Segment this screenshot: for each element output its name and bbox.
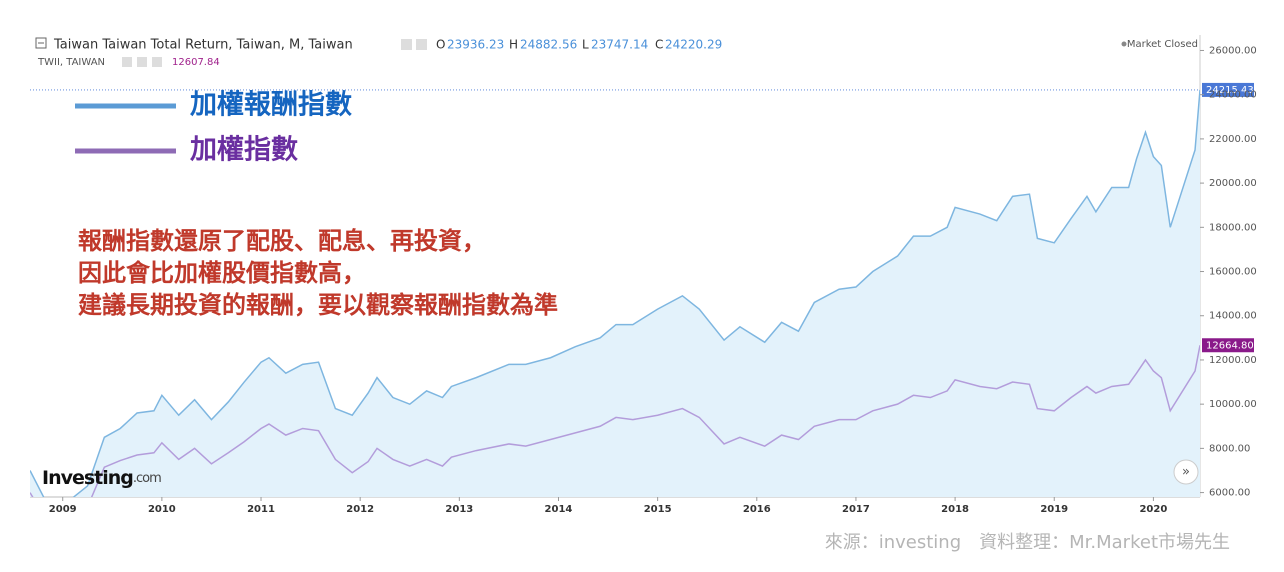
annotation: 建議長期投資的報酬，要以觀察報酬指數為準 — [78, 291, 558, 319]
logo: Investing.com — [42, 467, 161, 489]
x-tick-label: 2018 — [941, 504, 969, 515]
x-tick-label: 2010 — [148, 504, 176, 515]
settings-icon[interactable] — [122, 57, 132, 67]
series-line — [30, 345, 1200, 497]
x-tick-label: 2014 — [545, 504, 573, 515]
overlay: 24215.43 加權報酬指數 12664.80 加權指數報酬指數還原了配股、配息、再… — [30, 82, 1254, 353]
ohlc-value: 23747.14 — [591, 38, 648, 52]
settings-icon[interactable] — [416, 39, 427, 50]
scroll-button[interactable] — [1173, 459, 1199, 485]
subtitle: TWII, TAIWAN — [37, 57, 105, 68]
x-tick-label: 2016 — [743, 504, 771, 515]
y-tick-label: 16000.00 — [1209, 267, 1257, 278]
legend-label: 加權指數 — [190, 135, 298, 166]
ohlc-value: 23936.23 — [447, 38, 504, 52]
x-tick-label: 2017 — [842, 504, 870, 515]
area — [30, 89, 1200, 497]
market-status: Market Closed — [1127, 39, 1198, 50]
chart-title: Taiwan Taiwan Total Return, Taiwan, M, T… — [53, 38, 353, 53]
price-tag — [1202, 82, 1254, 97]
source: 來源：investing 資料整理：Mr.Market市場先生 — [825, 532, 1230, 553]
annotation: 因此會比加權股價指數高， — [78, 259, 366, 287]
status-dot — [1121, 41, 1127, 47]
scroll-icon: » — [1182, 465, 1190, 480]
y-tick-label: 10000.00 — [1209, 399, 1257, 410]
price-tag-label: 24215.43 — [1206, 85, 1254, 96]
collapse-icon[interactable] — [35, 37, 47, 49]
y-tick-label: 6000.00 — [1209, 488, 1250, 499]
ohlc-key: H — [509, 38, 518, 52]
y-tick-label: 22000.00 — [1209, 134, 1257, 145]
x-tick-label: 2013 — [445, 504, 473, 515]
y-tick-label: 12000.00 — [1209, 355, 1257, 366]
x-tick-label: 2019 — [1040, 504, 1068, 515]
x-tick-label: 2015 — [644, 504, 672, 515]
x-tick-label: 2012 — [346, 504, 374, 515]
ohlc-key: C — [655, 38, 663, 52]
x-tick-label: 2020 — [1139, 504, 1167, 515]
price-tag-label: 12664.80 — [1206, 340, 1254, 351]
y-tick-label: 20000.00 — [1209, 178, 1257, 189]
ohlc-key: L — [582, 38, 589, 52]
y-tick-label: 18000.00 — [1209, 222, 1257, 233]
price-tag — [1202, 338, 1254, 353]
plot-area — [30, 89, 1200, 497]
logo-suffix: .com — [133, 471, 161, 486]
close-icon[interactable] — [152, 57, 162, 67]
series-line — [30, 89, 1200, 497]
ohlc-value: 24882.56 — [520, 38, 577, 52]
x-tick-label: 2009 — [49, 504, 77, 515]
y-tick-label: 24000.00 — [1209, 90, 1257, 101]
x-tick-label: 2011 — [247, 504, 275, 515]
settings-icon[interactable] — [401, 39, 412, 50]
ohlc-value: 24220.29 — [665, 38, 722, 52]
legend-label: 加權報酬指數 — [190, 90, 352, 121]
y-tick-label: 26000.00 — [1209, 45, 1257, 56]
y-tick-label: 14000.00 — [1209, 311, 1257, 322]
settings-icon[interactable] — [137, 57, 147, 67]
annotation: 報酬指數還原了配股、配息、再投資， — [78, 227, 486, 255]
y-tick-label: 8000.00 — [1209, 443, 1250, 454]
logo-name: Investing — [42, 467, 133, 489]
ohlc-key: O — [436, 38, 445, 52]
subtitle-value: 12607.84 — [172, 57, 220, 68]
